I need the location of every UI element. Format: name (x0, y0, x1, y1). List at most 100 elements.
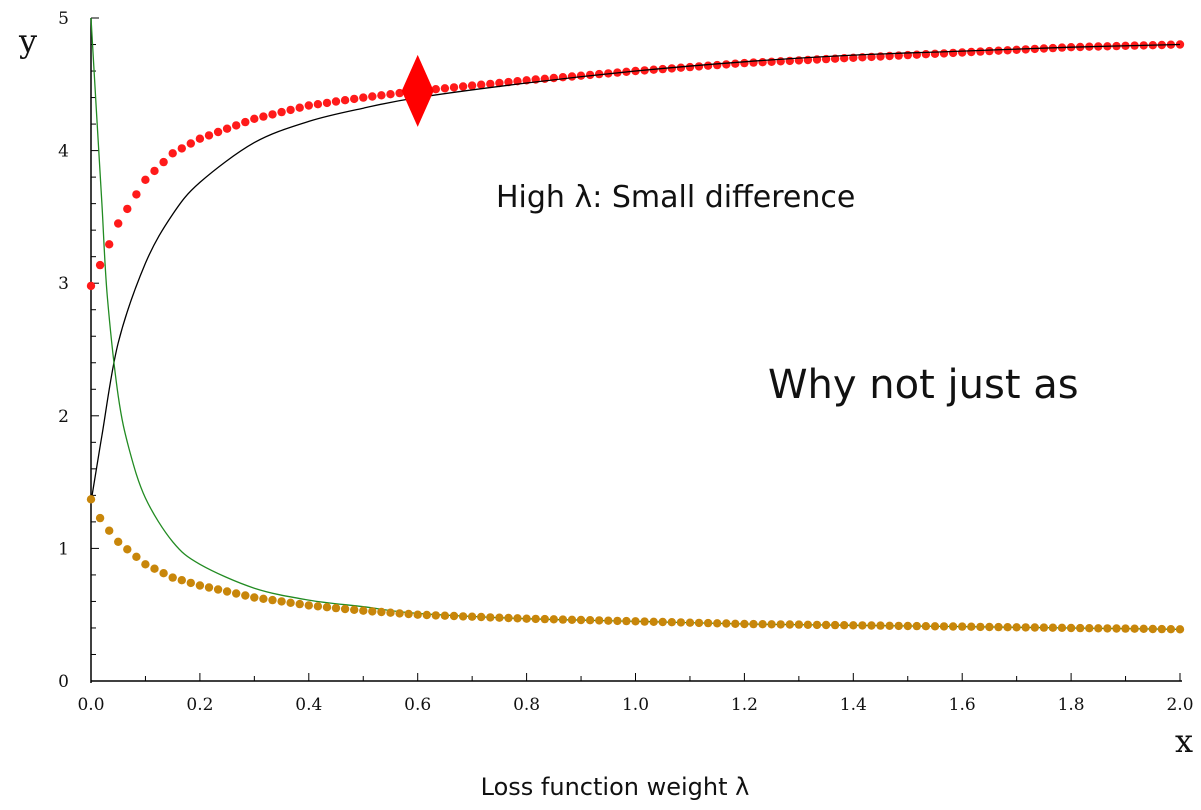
x-tick-label: 1.0 (622, 695, 649, 715)
series-marker (531, 614, 540, 624)
series-marker (440, 611, 450, 620)
series-marker (576, 615, 586, 625)
series-marker (676, 618, 686, 627)
series-marker (585, 70, 595, 80)
series-marker (259, 594, 268, 603)
x-tick-label: 0.0 (77, 695, 104, 715)
x-tick-label: 1.6 (949, 695, 976, 715)
series-marker (894, 621, 903, 631)
series-marker (105, 240, 114, 249)
series-marker (1121, 624, 1130, 633)
series-marker (903, 50, 912, 60)
series-marker (622, 616, 631, 626)
series-marker (1039, 623, 1049, 632)
series-marker (1166, 625, 1176, 634)
series-marker (613, 616, 622, 626)
series-marker (86, 495, 96, 504)
series-marker (713, 619, 722, 628)
series-marker (86, 281, 96, 291)
series-marker (168, 149, 177, 158)
series-marker (595, 616, 604, 625)
x-tick-label: 2.0 (1166, 695, 1193, 715)
series-marker (703, 61, 713, 70)
x-tick-label: 0.4 (295, 695, 322, 715)
series-marker (567, 72, 577, 81)
series-marker (1048, 623, 1058, 632)
series-marker (186, 139, 195, 148)
series-marker (467, 612, 477, 621)
series-marker (431, 85, 440, 94)
series-marker (985, 46, 994, 56)
series-marker (604, 616, 613, 625)
series-marker (159, 569, 168, 578)
y-tick-label: 4 (58, 142, 69, 162)
series-marker (132, 190, 141, 199)
series-marker (1076, 623, 1085, 633)
y-tick-label: 0 (58, 672, 69, 692)
series-marker (195, 581, 205, 590)
series-marker (477, 80, 486, 89)
y-tick-label: 2 (58, 407, 69, 427)
series-marker (567, 615, 577, 624)
series-marker (449, 611, 459, 621)
series-marker (386, 608, 395, 617)
series-marker (558, 615, 568, 624)
series-marker (304, 601, 313, 610)
series-marker (948, 622, 958, 631)
series-layer (86, 17, 1185, 634)
series-marker (213, 127, 223, 137)
series-marker (250, 114, 259, 124)
series-marker (558, 73, 568, 82)
series-marker (821, 620, 831, 630)
series-marker (1148, 624, 1158, 634)
series-marker (876, 621, 885, 630)
annotation-high-lambda: High λ: Small difference (496, 180, 855, 215)
series-marker (1175, 625, 1185, 634)
series-marker (277, 597, 286, 606)
series-marker (1003, 46, 1012, 55)
series-marker (948, 48, 958, 58)
series-marker (350, 94, 359, 104)
series-line-2 (90, 17, 1181, 630)
series-marker (241, 591, 250, 600)
series-marker (667, 64, 676, 73)
series-marker (458, 82, 468, 91)
series-marker (114, 219, 123, 228)
x-tick-label: 1.2 (731, 695, 758, 715)
series-marker (830, 620, 840, 630)
series-marker (277, 107, 286, 117)
series-marker (232, 121, 241, 130)
series-marker (731, 619, 740, 628)
series-marker (495, 613, 504, 622)
series-marker (930, 49, 940, 58)
series-marker (640, 617, 649, 626)
series-marker (413, 610, 422, 619)
series-marker (359, 606, 368, 615)
series-marker (114, 537, 123, 546)
series-marker (549, 615, 558, 624)
x-axis-label: x (1175, 722, 1193, 760)
series-marker (495, 78, 504, 88)
series-marker (313, 602, 323, 611)
series-marker (195, 134, 205, 143)
highlight-diamond (401, 54, 434, 127)
series-marker (422, 610, 431, 620)
series-marker (576, 71, 586, 80)
series-marker (776, 57, 785, 66)
series-marker (222, 587, 232, 596)
series-marker (767, 620, 776, 629)
series-marker (204, 583, 214, 592)
series-marker (921, 622, 931, 631)
series-marker (694, 618, 704, 628)
series-marker (522, 614, 531, 623)
series-marker (449, 83, 459, 92)
series-marker (186, 578, 195, 588)
series-marker (95, 513, 105, 523)
series-marker (286, 105, 295, 115)
series-marker (585, 616, 595, 625)
series-marker (1103, 624, 1112, 633)
series-marker (295, 103, 304, 112)
series-marker (921, 50, 931, 59)
series-marker (241, 117, 250, 127)
series-marker (1157, 624, 1167, 634)
